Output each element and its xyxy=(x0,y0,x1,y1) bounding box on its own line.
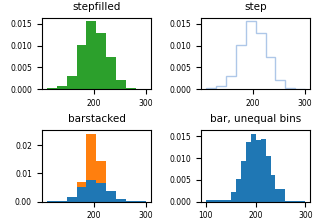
Bar xyxy=(76,182,86,187)
Title: barstacked: barstacked xyxy=(68,114,125,124)
Bar xyxy=(241,161,245,202)
Bar xyxy=(116,199,126,202)
Bar xyxy=(57,200,67,202)
Bar xyxy=(67,197,76,202)
Bar xyxy=(285,201,305,202)
Bar xyxy=(256,140,260,202)
Bar xyxy=(231,192,236,202)
Bar xyxy=(236,179,241,202)
Bar xyxy=(245,142,251,202)
Bar xyxy=(96,161,107,183)
Polygon shape xyxy=(47,21,146,89)
Bar xyxy=(126,201,136,202)
Bar xyxy=(76,187,86,202)
Bar xyxy=(251,134,256,202)
Bar xyxy=(86,180,96,202)
Bar xyxy=(47,201,57,202)
Title: bar, unequal bins: bar, unequal bins xyxy=(210,114,301,124)
Bar xyxy=(107,191,116,202)
Bar xyxy=(276,189,285,202)
Bar xyxy=(270,175,276,202)
Title: stepfilled: stepfilled xyxy=(72,2,121,12)
Bar xyxy=(86,134,96,180)
Bar xyxy=(266,156,270,202)
Bar xyxy=(96,183,107,202)
Title: step: step xyxy=(244,2,267,12)
Bar xyxy=(260,139,266,202)
Bar xyxy=(206,200,231,202)
